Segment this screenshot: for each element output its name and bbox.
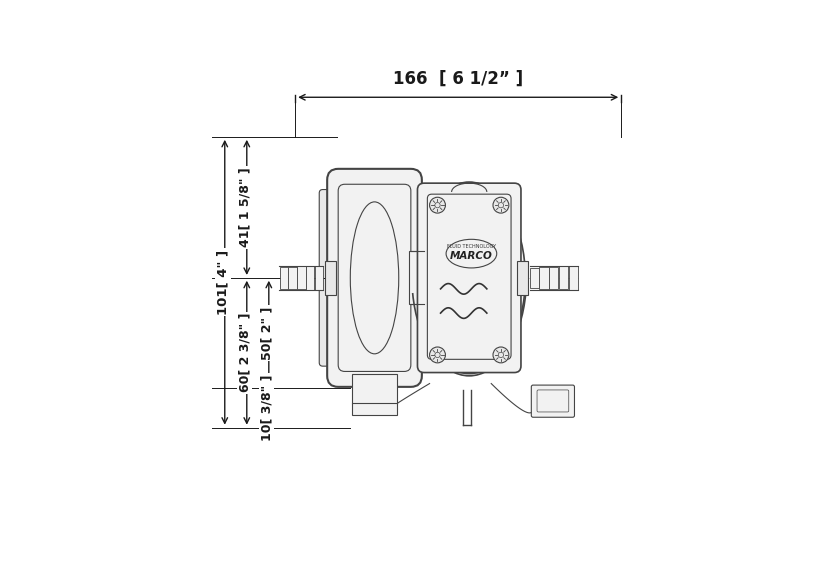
FancyBboxPatch shape [319, 189, 344, 366]
Bar [549, 267, 558, 289]
Circle shape [429, 347, 446, 363]
Text: 50[ 2" ]: 50[ 2" ] [260, 306, 273, 360]
Text: 166  [ 6 1/2” ]: 166 [ 6 1/2” ] [393, 70, 523, 88]
Bar [568, 266, 578, 289]
Bar [306, 266, 314, 289]
Ellipse shape [413, 182, 525, 374]
Ellipse shape [446, 239, 497, 268]
Text: 101[ 4" ]: 101[ 4" ] [216, 250, 229, 315]
Bar [314, 266, 323, 290]
Bar [325, 261, 336, 295]
FancyBboxPatch shape [417, 183, 521, 372]
Bar [516, 261, 528, 295]
Bar [559, 267, 568, 289]
Bar [539, 267, 548, 288]
Text: 10[ 3/8" ]: 10[ 3/8" ] [260, 375, 273, 441]
FancyBboxPatch shape [531, 385, 575, 417]
Bar [409, 252, 461, 304]
Text: MARCO: MARCO [450, 251, 493, 261]
Circle shape [429, 197, 446, 213]
Text: 41[ 1 5/8" ]: 41[ 1 5/8" ] [238, 168, 251, 247]
Bar [530, 268, 539, 288]
Bar [297, 267, 305, 289]
FancyBboxPatch shape [328, 169, 422, 387]
Circle shape [493, 347, 509, 363]
Circle shape [493, 197, 509, 213]
Bar [288, 267, 296, 289]
Bar [351, 374, 397, 404]
Text: 60[ 2 3/8" ]: 60[ 2 3/8" ] [238, 313, 251, 392]
Bar [351, 403, 397, 415]
Bar [280, 267, 288, 288]
Text: FLUID TECHNOLOGY: FLUID TECHNOLOGY [447, 244, 496, 249]
